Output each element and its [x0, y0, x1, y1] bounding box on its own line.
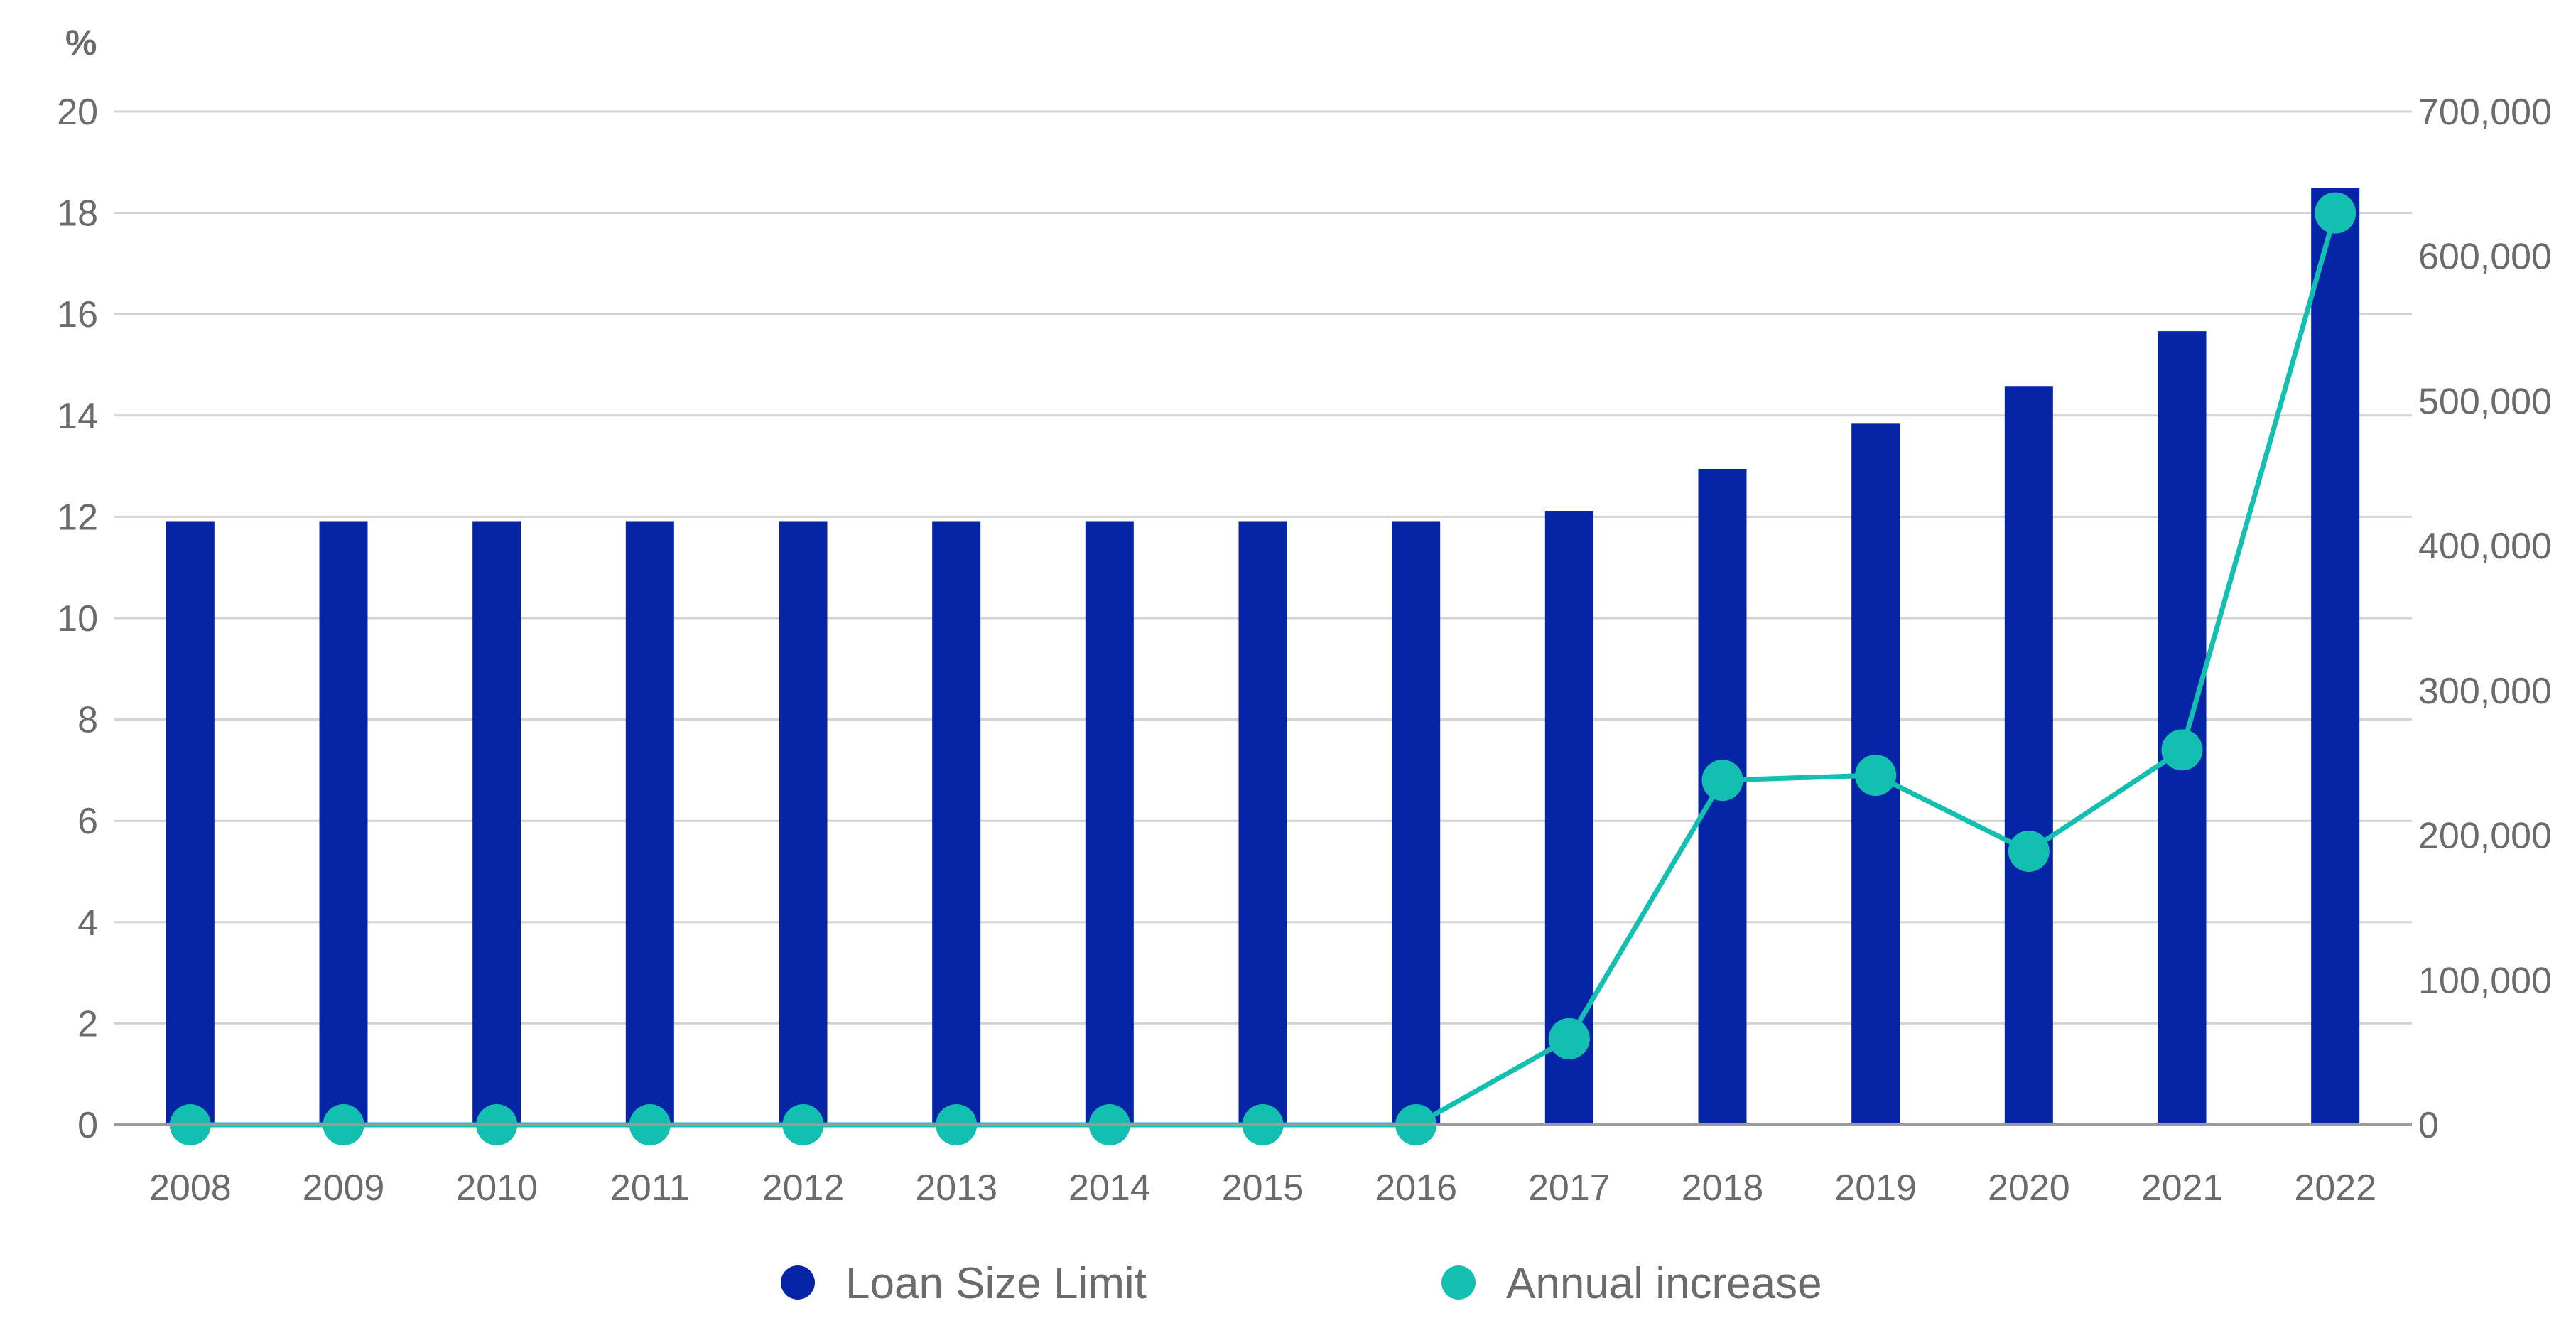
x-tick-label: 2021	[2141, 1167, 2224, 1209]
y-left-tick-label: 8	[77, 700, 98, 741]
x-tick-label: 2018	[1682, 1167, 1764, 1209]
left-axis-unit: %	[65, 23, 97, 63]
bar	[2311, 188, 2360, 1125]
y-right-tick-label: 600,000	[2418, 237, 2552, 278]
x-tick-label: 2013	[915, 1167, 997, 1209]
y-left-tick-label: 4	[77, 902, 98, 944]
y-left-tick-label: 18	[57, 193, 98, 234]
y-left-tick-label: 6	[77, 801, 98, 842]
line-point	[1855, 755, 1897, 797]
y-left-tick-label: 16	[57, 294, 98, 335]
y-right-tick-label: 200,000	[2418, 816, 2552, 857]
bar	[472, 521, 521, 1125]
bar	[779, 521, 828, 1125]
x-tick-label: 2009	[303, 1167, 385, 1209]
legend-label-annual-increase: Annual increase	[1506, 1259, 1822, 1308]
y-right-tick-label: 100,000	[2418, 960, 2552, 1001]
x-tick-label: 2016	[1375, 1167, 1457, 1209]
y-right-tick-label: 400,000	[2418, 526, 2552, 567]
y-right-tick-label: 500,000	[2418, 381, 2552, 422]
bar	[932, 521, 981, 1125]
x-tick-label: 2011	[610, 1167, 690, 1209]
bar	[2004, 386, 2053, 1125]
x-tick-label: 2015	[1222, 1167, 1304, 1209]
y-right-tick-label: 300,000	[2418, 671, 2552, 712]
x-tick-label: 2017	[1528, 1167, 1611, 1209]
y-left-tick-label: 14	[57, 396, 98, 437]
bar	[1238, 521, 1287, 1125]
bar	[1085, 521, 1134, 1125]
line-point	[1548, 1018, 1590, 1059]
y-right-tick-label: 700,000	[2418, 92, 2552, 133]
x-tick-label: 2022	[2294, 1167, 2376, 1209]
x-tick-label: 2008	[149, 1167, 232, 1209]
line-point	[2161, 729, 2203, 771]
bar	[2158, 331, 2207, 1125]
x-tick-label: 2019	[1834, 1167, 1917, 1209]
y-right-tick-label: 0	[2418, 1105, 2439, 1146]
axes: 0 2 4 6 8 10 12 14 16 18 20 0 100,000 200,000 300,000 4…	[57, 92, 2552, 1209]
bar	[166, 521, 215, 1125]
line-point	[2315, 192, 2356, 234]
y-left-tick-label: 20	[57, 92, 98, 133]
legend: Loan Size Limit Annual increase	[781, 1259, 1822, 1308]
legend-swatch-annual-increase	[1441, 1265, 1476, 1300]
x-tick-label: 2014	[1068, 1167, 1151, 1209]
x-tick-label: 2012	[762, 1167, 845, 1209]
y-left-tick-label: 10	[57, 598, 98, 639]
legend-swatch-loan-size-limit	[781, 1265, 815, 1300]
y-left-tick-label: 12	[57, 497, 98, 538]
bar	[1392, 521, 1441, 1125]
bar	[625, 521, 674, 1125]
line-point	[2008, 830, 2050, 872]
bar	[319, 521, 368, 1125]
legend-label-loan-size-limit: Loan Size Limit	[845, 1259, 1147, 1308]
y-left-tick-label: 0	[77, 1105, 98, 1146]
loan-size-bars	[166, 188, 2360, 1125]
y-left-tick-label: 2	[77, 1003, 98, 1045]
line-point	[1701, 760, 1743, 802]
x-tick-label: 2010	[455, 1167, 538, 1209]
x-tick-label: 2020	[1988, 1167, 2070, 1209]
